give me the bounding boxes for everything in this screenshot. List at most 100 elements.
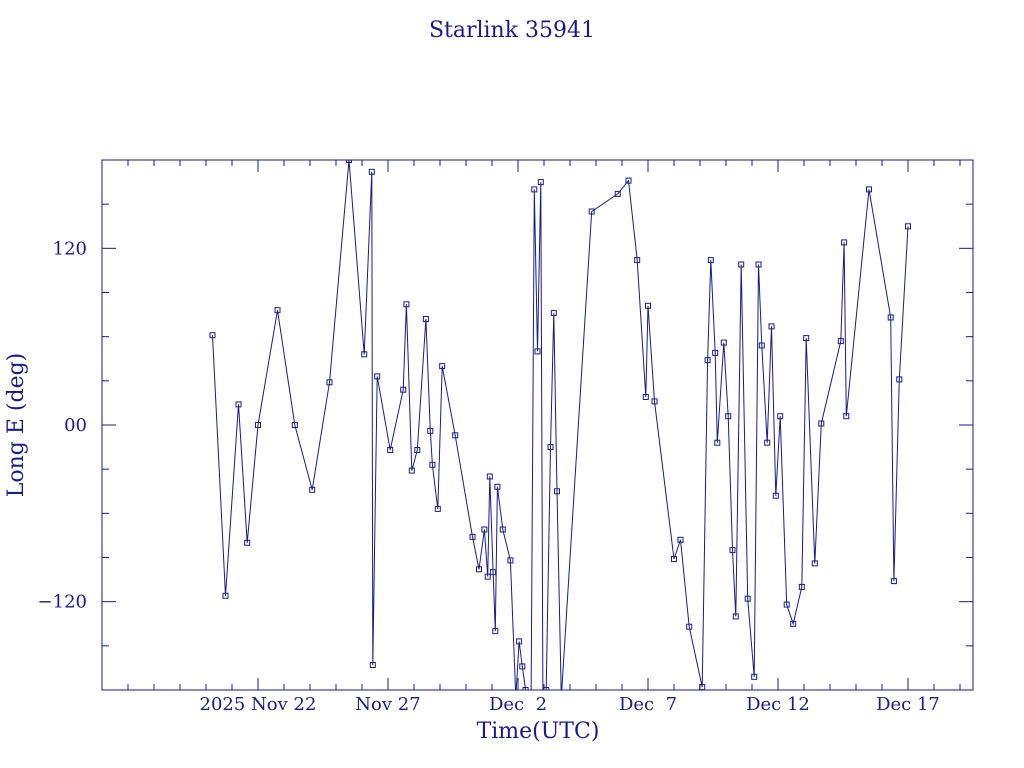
data-point <box>452 432 459 439</box>
data-point <box>651 398 658 405</box>
series-line-group <box>212 160 909 690</box>
data-point <box>686 623 693 630</box>
data-point <box>346 160 352 163</box>
data-point <box>534 348 541 355</box>
data-point <box>209 332 216 339</box>
data-point <box>699 684 706 690</box>
data-point <box>400 386 407 393</box>
data-point <box>492 628 499 635</box>
data-point <box>387 447 394 453</box>
data-point <box>798 583 805 590</box>
data-point <box>486 473 493 480</box>
y-axis-label: Long E (deg) <box>4 353 29 498</box>
data-point <box>507 557 514 564</box>
data-point <box>751 673 758 680</box>
data-point <box>414 447 421 453</box>
data-point <box>434 505 441 512</box>
data-point <box>811 560 818 567</box>
x-tick-label: Dec 7 <box>619 694 677 715</box>
data-point <box>274 307 281 314</box>
chart-title: Starlink 35941 <box>429 18 595 43</box>
data-point <box>764 439 771 446</box>
data-point <box>732 613 739 620</box>
data-point <box>403 301 410 308</box>
y-tick-label: 00 <box>64 415 87 436</box>
data-point <box>244 539 251 546</box>
data-point <box>484 573 491 580</box>
data-point <box>326 379 333 386</box>
x-tick-label: 2025 Nov 22 <box>200 694 317 715</box>
data-point <box>422 316 429 322</box>
data-point <box>803 335 810 342</box>
data-point <box>841 239 848 246</box>
data-point <box>368 168 375 175</box>
data-point <box>890 578 897 585</box>
data-point <box>499 526 506 533</box>
data-point <box>843 413 850 420</box>
data-point <box>222 592 229 599</box>
x-tick-labels: 2025 Nov 22 Nov 27 Dec 2 Dec 7 Dec 12 Dec 17 <box>200 694 940 715</box>
data-point <box>725 413 732 420</box>
data-point <box>547 444 554 451</box>
data-point <box>519 663 526 670</box>
data-point <box>677 536 684 543</box>
data-point <box>309 486 316 493</box>
data-point <box>361 351 368 358</box>
data-point <box>369 662 376 668</box>
data-point <box>714 439 721 446</box>
data-point <box>866 186 872 193</box>
data-point <box>772 492 779 499</box>
tick-group <box>101 159 973 691</box>
data-point <box>516 638 523 645</box>
data-point <box>704 357 711 364</box>
data-point <box>720 339 727 346</box>
data-point <box>531 186 538 193</box>
data-point <box>729 547 736 554</box>
series-marker-group <box>209 160 911 700</box>
y-tick-labels: −120 00 120 <box>38 238 87 612</box>
x-axis-label: Time(UTC) <box>477 719 600 744</box>
data-point <box>291 422 298 428</box>
data-point <box>905 223 911 230</box>
data-point <box>614 190 621 197</box>
data-point <box>707 257 714 264</box>
x-tick-label: Dec 2 <box>489 694 547 715</box>
data-point <box>481 526 488 533</box>
x-tick-label: Nov 27 <box>355 694 420 715</box>
data-point <box>522 687 529 690</box>
data-point <box>837 338 844 345</box>
data-point <box>235 401 242 408</box>
y-tick-label: 120 <box>53 238 87 259</box>
data-point <box>755 261 762 268</box>
data-point <box>588 208 595 215</box>
data-point <box>625 177 632 184</box>
data-point <box>494 483 501 490</box>
data-point <box>543 687 550 690</box>
data-point <box>634 257 641 264</box>
data-point <box>374 373 381 380</box>
data-point <box>559 695 564 700</box>
data-point <box>671 556 677 562</box>
data-point <box>783 601 790 608</box>
y-tick-label: −120 <box>38 592 87 613</box>
data-point <box>537 179 544 186</box>
series-line <box>212 160 909 690</box>
data-point <box>645 302 651 309</box>
data-point <box>642 394 649 400</box>
x-tick-label: Dec 12 <box>746 694 810 715</box>
data-point <box>469 533 476 540</box>
data-point <box>255 422 261 428</box>
data-point <box>738 261 745 268</box>
data-point <box>777 413 784 420</box>
data-point <box>427 427 434 434</box>
data-point <box>408 467 415 474</box>
data-point <box>818 420 825 427</box>
data-point <box>896 376 903 383</box>
data-point <box>554 488 560 495</box>
data-point <box>768 323 775 330</box>
data-point <box>490 569 497 576</box>
data-point <box>476 566 482 573</box>
data-point <box>790 620 797 627</box>
data-point <box>429 461 436 468</box>
